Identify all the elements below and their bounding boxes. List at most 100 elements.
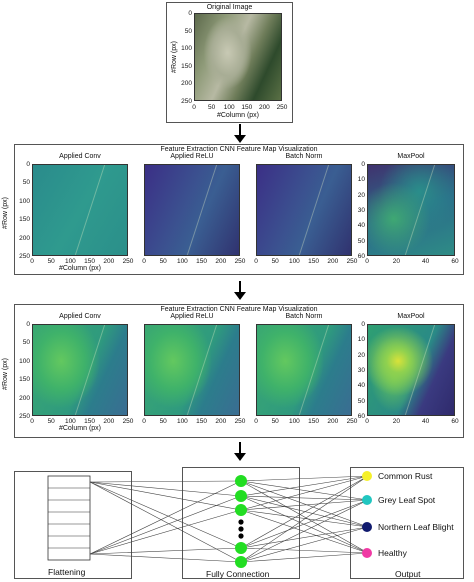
connection-line — [240, 475, 369, 563]
neuron-node — [235, 542, 247, 554]
y-tick-label: 150 — [19, 376, 30, 384]
output-class-dot — [362, 471, 372, 481]
output-class-dot — [362, 522, 372, 532]
output-class-label: Common Rust — [378, 471, 433, 481]
connection-line — [240, 495, 369, 554]
x-tick-label: 100 — [64, 258, 76, 265]
fully-connection-label: Fully Connection — [206, 569, 270, 579]
x-tick-label: 250 — [122, 258, 134, 265]
y-tick-label: 30 — [357, 207, 365, 214]
flattening-label: Flattening — [48, 567, 86, 577]
y-tick-label: 250 — [181, 98, 192, 105]
panel-title: Batch Norm — [285, 313, 323, 320]
x-tick-label: 200 — [215, 258, 227, 265]
output-class-label: Healthy — [378, 548, 407, 558]
x-tick-label: 20 — [392, 418, 400, 425]
x-tick-label: 60 — [451, 258, 459, 265]
connection-line — [240, 475, 369, 549]
connection-line — [240, 499, 369, 563]
output-class-label: Grey Leaf Spot — [378, 495, 436, 505]
x-tick-label: 100 — [288, 418, 300, 425]
x-tick-label: 150 — [196, 258, 208, 265]
connection-line — [89, 547, 242, 555]
x-tick-label: 40 — [422, 258, 430, 265]
feature-map — [256, 324, 352, 416]
x-tick-label: 50 — [159, 418, 167, 425]
connection-line — [89, 481, 242, 563]
connection-line — [89, 480, 242, 483]
y-tick-label: 10 — [357, 336, 365, 344]
connection-line — [89, 481, 242, 511]
x-tick-label: 50 — [271, 418, 279, 425]
x-tick-label: 100 — [223, 104, 235, 111]
x-tick-label: 0 — [254, 418, 258, 425]
y-tick-label: 20 — [357, 191, 365, 199]
x-tick-label: 250 — [234, 258, 246, 265]
panel-title: Batch Norm — [285, 153, 323, 160]
ellipsis-dot — [238, 526, 244, 532]
neuron-node — [235, 490, 247, 502]
x-tick-label: 50 — [47, 258, 55, 265]
connection-line — [240, 480, 369, 501]
panel-title: Applied ReLU — [170, 153, 214, 160]
x-tick-label: 0 — [192, 104, 196, 111]
y-tick-label: 250 — [19, 253, 30, 260]
panel-title: MaxPool — [397, 153, 425, 160]
y-tick-label: 200 — [19, 234, 30, 242]
feature-map — [256, 164, 352, 256]
panel-title: Applied ReLU — [170, 313, 214, 320]
connection-lines — [89, 475, 369, 563]
panel-title: Applied Conv — [59, 313, 101, 320]
x-axis-label: #Column (px) — [58, 425, 101, 432]
stage2-title: Feature Extraction CNN Feature Map Visua… — [160, 306, 318, 313]
connection-line — [240, 475, 369, 511]
panel-title: MaxPool — [397, 313, 425, 320]
down-arrow-icon — [234, 281, 246, 300]
x-tick-label: 0 — [365, 258, 369, 265]
connection-line — [89, 481, 242, 497]
connection-line — [240, 547, 369, 554]
connection-line — [240, 552, 369, 563]
ellipsis-dot — [238, 533, 244, 539]
x-tick-label: 150 — [84, 258, 96, 265]
flattening-column — [47, 475, 91, 561]
y-tick-label: 250 — [19, 413, 30, 420]
output-class-dot — [362, 548, 372, 558]
x-tick-label: 200 — [258, 104, 270, 111]
x-tick-label: 250 — [276, 104, 288, 111]
connection-line — [240, 526, 369, 549]
y-tick-label: 0 — [26, 161, 30, 168]
fully-connection-nodes — [235, 475, 247, 568]
output-class-label: Northern Leaf Blight — [378, 522, 454, 532]
connection-line — [89, 509, 242, 555]
panel-title: Applied Conv — [59, 153, 101, 160]
feature-map — [32, 324, 128, 416]
y-tick-label: 20 — [357, 351, 365, 359]
x-tick-label: 250 — [234, 418, 246, 425]
y-tick-label: 100 — [19, 197, 30, 205]
x-tick-label: 0 — [142, 418, 146, 425]
y-tick-label: 50 — [22, 179, 30, 187]
connection-line — [89, 480, 242, 555]
connection-line — [240, 480, 369, 528]
x-tick-label: 0 — [365, 418, 369, 425]
x-tick-label: 250 — [346, 258, 358, 265]
x-tick-label: 50 — [47, 418, 55, 425]
connection-line — [89, 495, 242, 555]
y-tick-label: 100 — [181, 45, 192, 53]
y-tick-label: 50 — [357, 237, 365, 245]
y-tick-label: 40 — [357, 222, 365, 230]
y-tick-label: 200 — [19, 394, 30, 402]
feature-map — [32, 164, 128, 256]
y-tick-label: 60 — [357, 253, 365, 260]
connection-line — [89, 553, 242, 563]
x-tick-label: 50 — [159, 258, 167, 265]
x-tick-label: 200 — [215, 418, 227, 425]
x-tick-label: 150 — [196, 418, 208, 425]
y-tick-label: 50 — [184, 27, 192, 35]
x-tick-label: 250 — [122, 418, 134, 425]
original-x-label: #Column (px) — [216, 112, 259, 119]
x-tick-label: 150 — [241, 104, 253, 111]
output-label: Output — [395, 569, 421, 579]
